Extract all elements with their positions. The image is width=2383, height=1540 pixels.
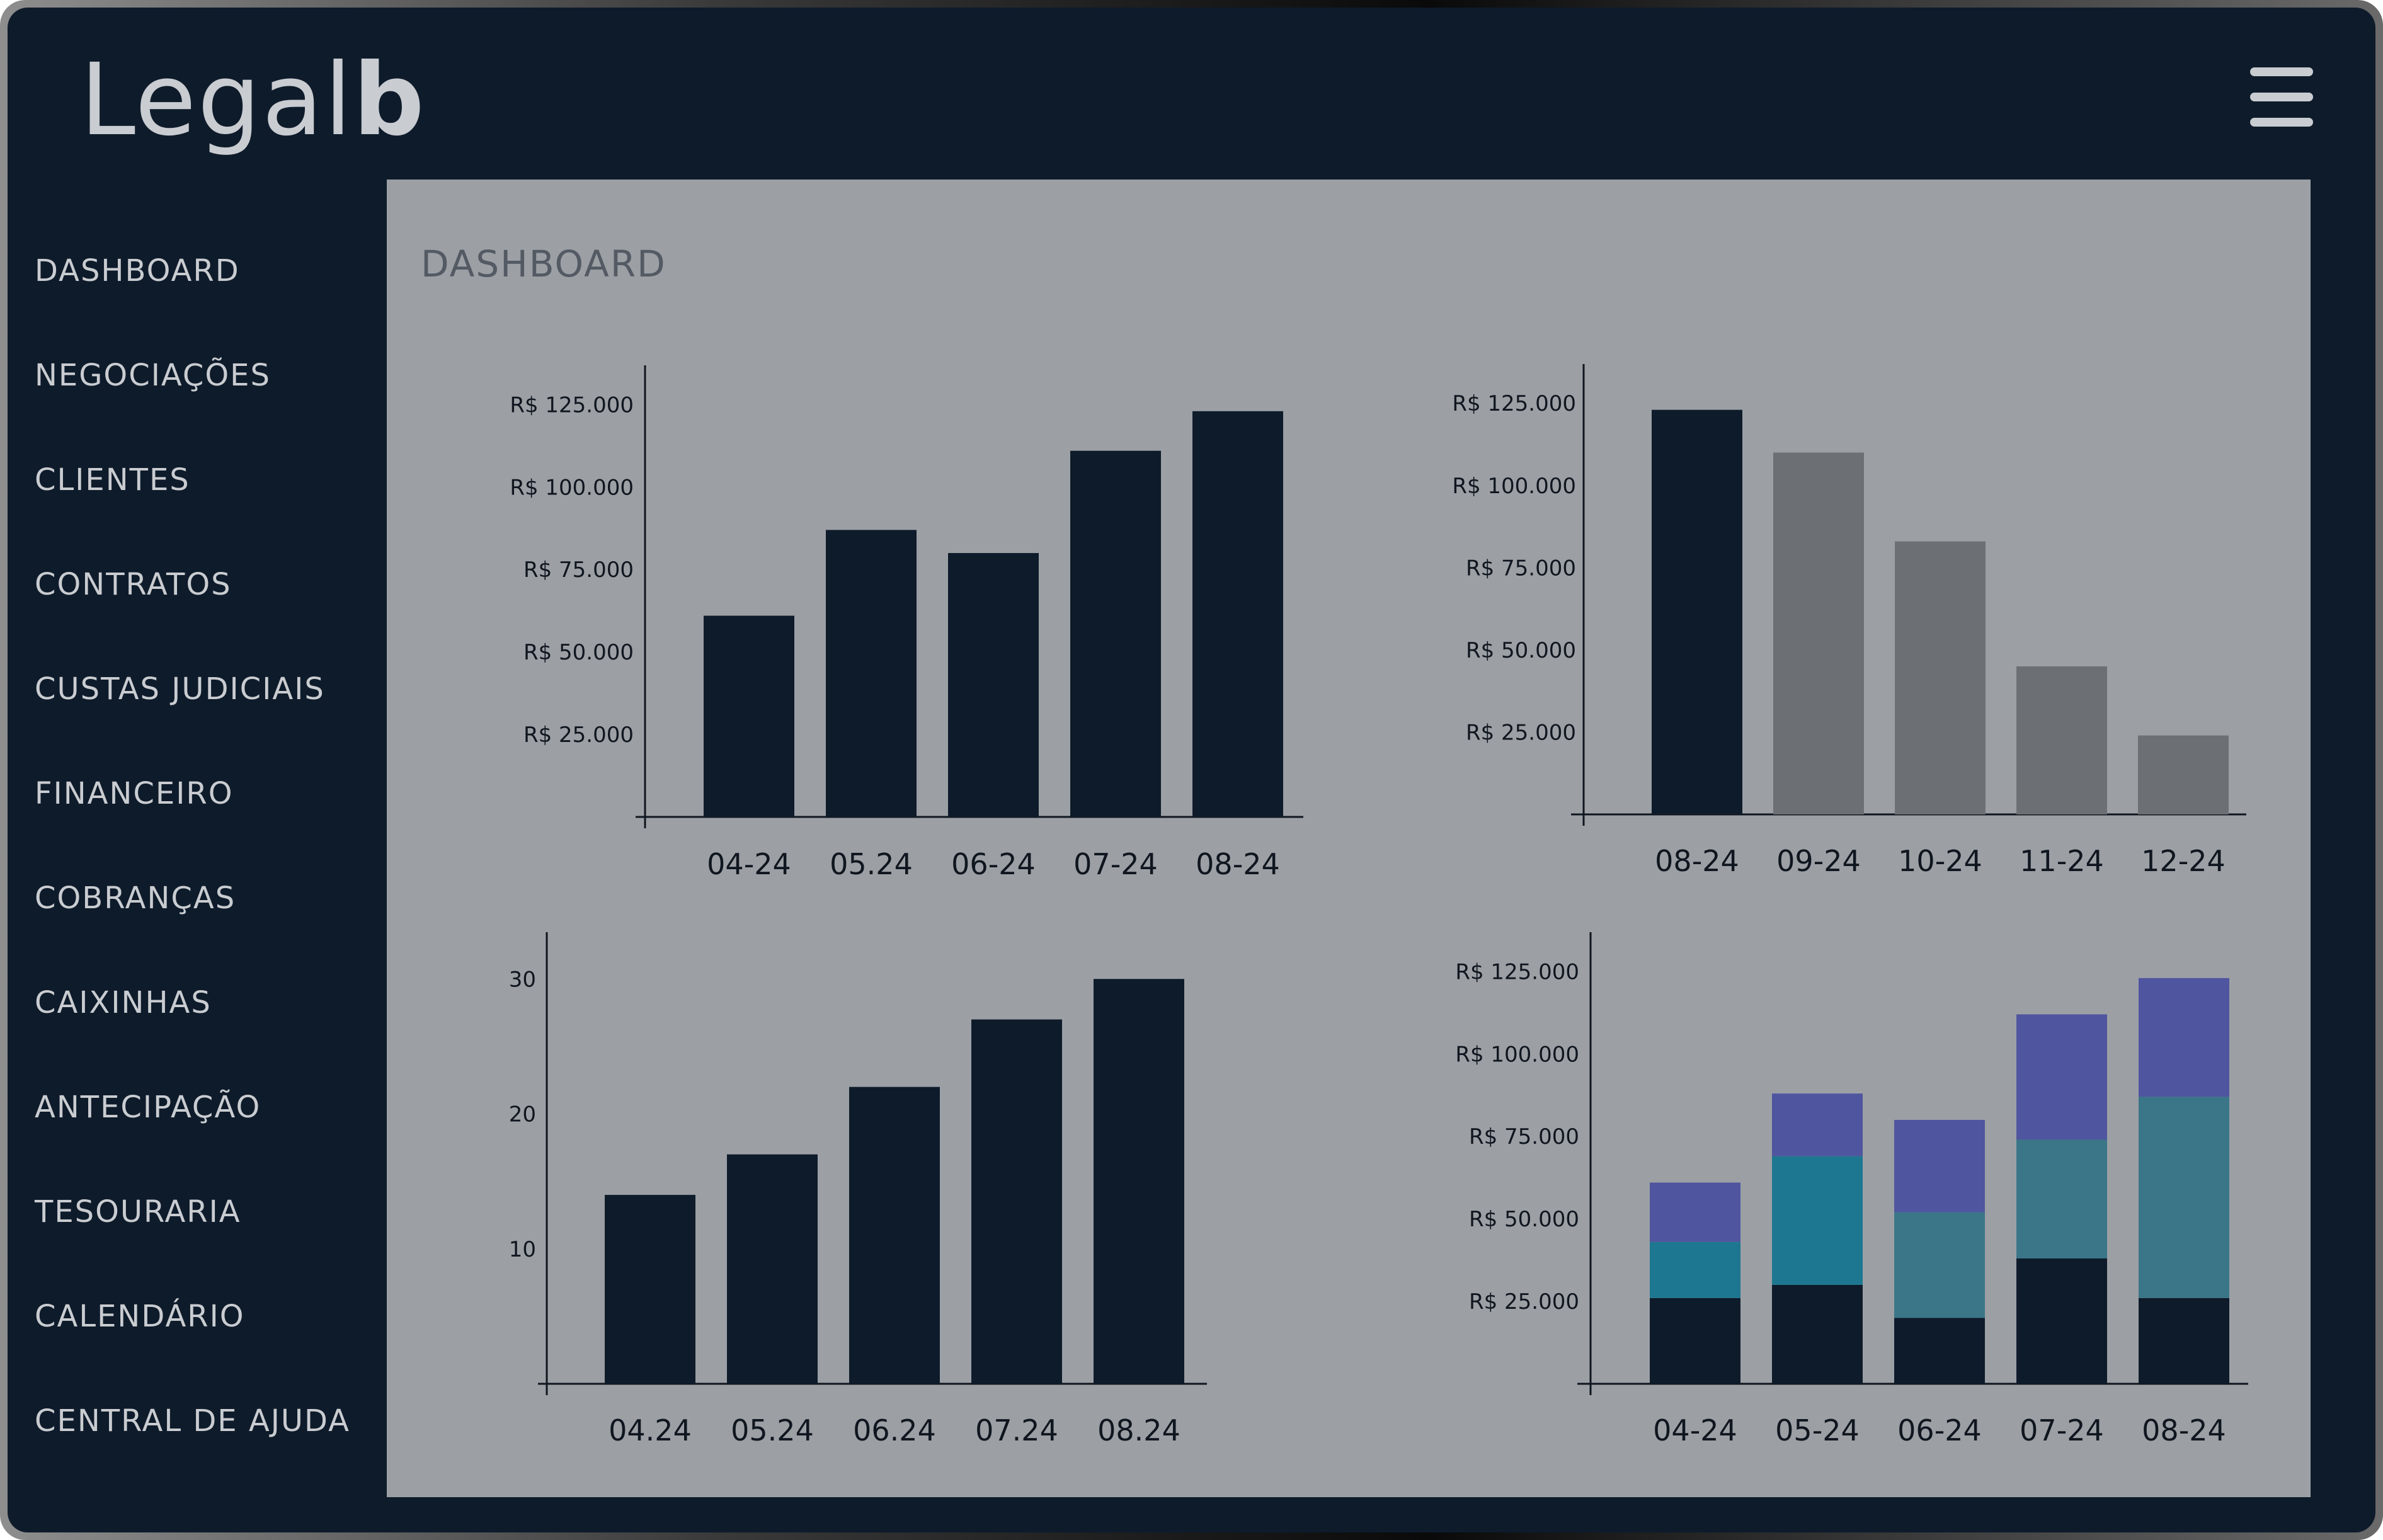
- y-tick-label: R$ 125.000: [510, 392, 634, 418]
- chart-monthly-revenue: R$ 25.000 R$ 50.000 R$ 75.000 R$ 100.000 R$ …: [510, 365, 1303, 881]
- bar: [704, 615, 794, 817]
- x-tick-label: 08.24: [1097, 1413, 1180, 1447]
- y-tick-label: R$ 100.000: [1455, 1042, 1579, 1067]
- bar-segment: [1772, 1156, 1863, 1285]
- bar-segment: [2139, 1298, 2229, 1384]
- bar: [727, 1154, 818, 1384]
- y-tick-label: 10: [509, 1237, 536, 1262]
- y-tick-label: R$ 100.000: [510, 475, 634, 500]
- bar-segment: [1894, 1212, 1985, 1318]
- bar-segment: [2139, 978, 2229, 1097]
- y-tick-label: R$ 75.000: [1469, 1124, 1579, 1149]
- main-content: DASHBOARD R$ 25.000 R$ 50.000 R$ 75.000 R$ …: [387, 180, 2311, 1497]
- sidebar-item-central-de-ajuda[interactable]: CENTRAL DE AJUDA: [35, 1403, 350, 1439]
- bar: [2016, 666, 2107, 814]
- bar: [2138, 735, 2229, 814]
- bar-segment: [2016, 1014, 2107, 1140]
- bar: [1773, 452, 1864, 814]
- bar: [826, 530, 917, 817]
- logo-bold-letter: b: [353, 42, 426, 158]
- bar-segment: [1650, 1182, 1740, 1242]
- y-tick-label: R$ 50.000: [1466, 638, 1576, 663]
- bar: [971, 1019, 1062, 1384]
- sidebar-item-negociacoes[interactable]: NEGOCIAÇÕES: [35, 358, 271, 393]
- bar-segment: [1894, 1120, 1985, 1212]
- logo-text: Legal: [80, 42, 353, 158]
- sidebar-item-cobrancas[interactable]: COBRANÇAS: [35, 881, 236, 916]
- bar: [1094, 979, 1184, 1384]
- app-screen: Legalb DASHBOARD NEGOCIAÇÕES CLIENTES CO…: [8, 8, 2375, 1532]
- x-tick-label: 05.24: [731, 1413, 814, 1447]
- x-tick-label: 12-24: [2141, 844, 2226, 878]
- chart-revenue-forecast: R$ 25.000 R$ 50.000 R$ 75.000 R$ 100.000 R$ …: [1452, 364, 2246, 878]
- x-tick-label: 09-24: [1776, 844, 1861, 878]
- y-tick-label: R$ 100.000: [1452, 474, 1576, 499]
- page-title: DASHBOARD: [421, 242, 666, 285]
- x-tick-label: 08-24: [2142, 1413, 2226, 1447]
- bar: [605, 1195, 695, 1384]
- x-tick-label: 04-24: [707, 847, 791, 881]
- sidebar-item-financeiro[interactable]: FINANCEIRO: [35, 776, 234, 811]
- x-tick-label: 05.24: [830, 847, 913, 881]
- sidebar-item-contratos[interactable]: CONTRATOS: [35, 567, 232, 602]
- x-tick-label: 05-24: [1775, 1413, 1860, 1447]
- y-tick-label: R$ 75.000: [523, 557, 634, 583]
- bar-segment: [1772, 1093, 1863, 1156]
- y-tick-label: R$ 50.000: [1469, 1207, 1579, 1232]
- chart-stacked-revenue: R$ 25.000 R$ 50.000 R$ 75.000 R$ 100.000 R$ …: [1455, 932, 2248, 1447]
- y-tick-label: R$ 25.000: [1469, 1289, 1579, 1315]
- bar-segment: [2016, 1139, 2107, 1258]
- sidebar-item-tesouraria[interactable]: TESOURARIA: [35, 1194, 241, 1229]
- bar-segment: [1772, 1284, 1863, 1384]
- x-tick-label: 10-24: [1898, 844, 1982, 878]
- y-tick-label: R$ 75.000: [1466, 556, 1576, 581]
- sidebar-item-caixinhas[interactable]: CAIXINHAS: [35, 985, 212, 1020]
- x-tick-label: 07.24: [975, 1413, 1058, 1447]
- x-tick-label: 04-24: [1653, 1413, 1737, 1447]
- bar-segment: [2016, 1258, 2107, 1384]
- chart-monthly-count: 10 20 30 04.24 05.24 06.24 07.24 08.24: [509, 932, 1207, 1447]
- sidebar-item-antecipacao[interactable]: ANTECIPAÇÃO: [35, 1090, 261, 1125]
- x-tick-label: 06-24: [1897, 1413, 1982, 1447]
- y-tick-label: R$ 25.000: [523, 722, 634, 748]
- sidebar-item-clientes[interactable]: CLIENTES: [35, 462, 190, 498]
- y-tick-label: 20: [509, 1102, 536, 1127]
- x-tick-label: 07-24: [1073, 847, 1158, 881]
- bar-segment: [1650, 1298, 1740, 1384]
- x-tick-label: 07-24: [2020, 1413, 2104, 1447]
- y-tick-label: R$ 25.000: [1466, 720, 1576, 745]
- bar: [1895, 541, 1986, 814]
- x-tick-label: 08-24: [1655, 844, 1739, 878]
- y-tick-label: R$ 125.000: [1455, 959, 1579, 984]
- x-tick-label: 11-24: [2020, 844, 2104, 878]
- bar: [1070, 450, 1161, 817]
- bar: [1192, 411, 1283, 817]
- bar-segment: [1894, 1318, 1985, 1384]
- x-tick-label: 04.24: [609, 1413, 692, 1447]
- bar: [948, 553, 1039, 817]
- bar: [1652, 409, 1742, 814]
- x-tick-label: 06-24: [951, 847, 1036, 881]
- x-tick-label: 08-24: [1196, 847, 1280, 881]
- hamburger-icon[interactable]: [2250, 67, 2313, 127]
- app-logo[interactable]: Legalb: [80, 40, 426, 160]
- y-tick-label: R$ 125.000: [1452, 391, 1576, 416]
- x-tick-label: 06.24: [853, 1413, 936, 1447]
- sidebar-item-custas-judiciais[interactable]: CUSTAS JUDICIAIS: [35, 671, 325, 707]
- bar: [849, 1087, 940, 1384]
- sidebar-item-dashboard[interactable]: DASHBOARD: [35, 253, 240, 288]
- y-tick-label: R$ 50.000: [523, 640, 634, 665]
- y-tick-label: 30: [509, 967, 536, 992]
- sidebar-item-calendario[interactable]: CALENDÁRIO: [35, 1299, 245, 1334]
- bar-segment: [2139, 1097, 2229, 1298]
- bar-segment: [1650, 1241, 1740, 1298]
